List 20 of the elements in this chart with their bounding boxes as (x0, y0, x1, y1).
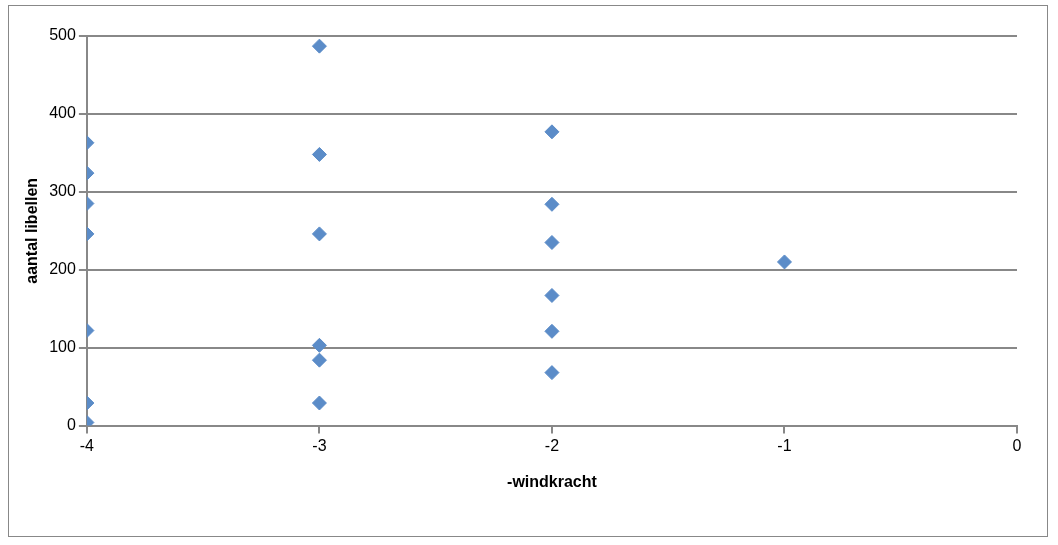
point (544, 124, 560, 140)
y-tick-label: 300 (49, 182, 76, 200)
y-tick-label: 200 (49, 260, 76, 278)
point (544, 287, 560, 303)
point (544, 234, 560, 250)
y-tick-label: 0 (66, 416, 76, 434)
y-tick-label: 500 (49, 26, 76, 44)
x-axis-title: -windkracht (507, 472, 598, 490)
x-tick-label: -2 (544, 436, 560, 454)
x-tick-label: 0 (1012, 436, 1022, 454)
point (544, 365, 560, 381)
point (776, 254, 792, 270)
point (544, 196, 560, 212)
y-tick-label: 400 (49, 104, 76, 122)
x-tick-label: -1 (777, 436, 792, 454)
y-tick-label: 100 (49, 338, 76, 356)
point (544, 323, 560, 339)
x-tick-label: -3 (312, 436, 327, 454)
y-axis-title: aantal libellen (23, 177, 41, 284)
x-tick-label: -4 (79, 436, 95, 454)
